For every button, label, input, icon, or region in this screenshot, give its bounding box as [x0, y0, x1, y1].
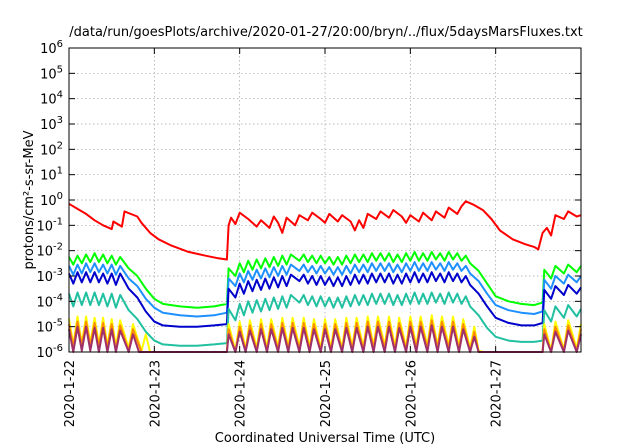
x-axis-label: Coordinated Universal Time (UTC): [215, 431, 435, 446]
tick-layer: 10-6 10-5 10-4 10-3 10-2 10-1 100 101 102 103 104 1…: [36, 39, 581, 427]
y-tick-label: 101: [40, 166, 63, 184]
y-tick-label: 106: [40, 39, 63, 57]
y-tick-label: 10-4: [36, 292, 63, 310]
series-line-3: [68, 261, 582, 318]
y-tick-label: 10-1: [36, 216, 63, 234]
x-tick-label: 2020-1-25: [319, 360, 334, 427]
series-line-1: [68, 200, 582, 261]
x-tick-label: 2020-1-26: [404, 360, 419, 427]
y-tick-label: 10-2: [36, 242, 63, 260]
y-tick-label: 10-6: [36, 343, 63, 361]
y-tick-label: 103: [40, 115, 63, 133]
y-tick-label: 10-5: [36, 318, 63, 336]
x-tick-label: 2020-1-27: [490, 360, 505, 427]
y-axis-label: protons/cm²-s-sr-MeV: [22, 130, 37, 269]
x-tick-label: 2020-1-22: [63, 360, 78, 427]
series-line-4: [68, 271, 582, 328]
x-tick-label: 2020-1-24: [234, 360, 249, 427]
y-tick-label: 104: [40, 90, 63, 108]
y-tick-label: 105: [40, 64, 63, 82]
x-tick-label: 2020-1-23: [148, 360, 163, 427]
series-line-2: [68, 250, 582, 309]
y-tick-label: 100: [40, 191, 63, 209]
y-tick-label: 10-3: [36, 267, 63, 285]
chart-title: /data/run/goesPlots/archive/2020-01-27/2…: [69, 25, 582, 40]
series-line-5: [68, 291, 582, 347]
y-tick-label: 102: [40, 140, 63, 158]
